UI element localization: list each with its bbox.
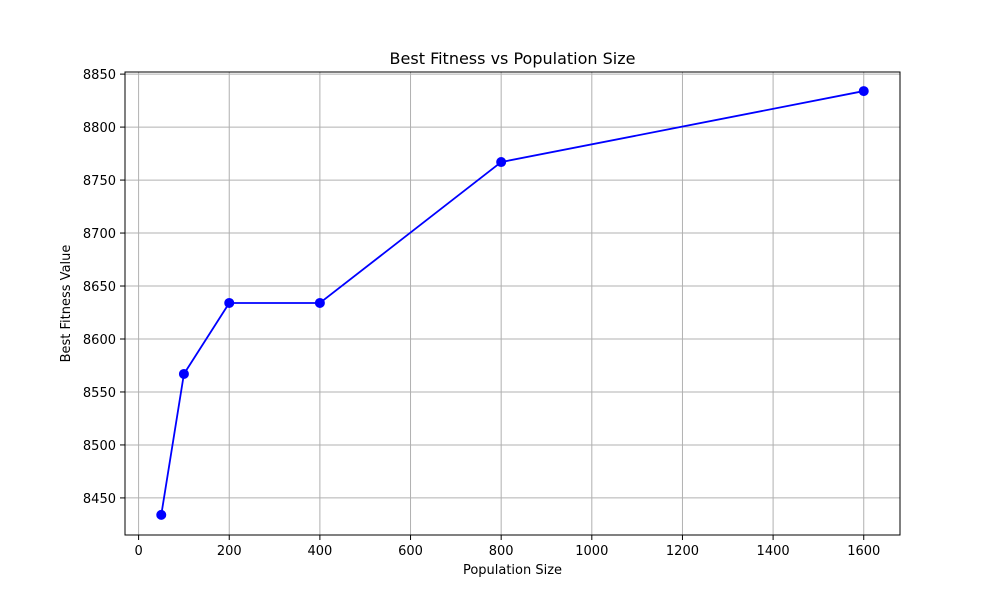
plot-frame: [124, 71, 901, 536]
x-tick-label: 600: [398, 544, 423, 559]
y-tick-label: 8600: [83, 333, 116, 348]
x-axis-label: Population Size: [463, 563, 562, 578]
y-tick-label: 8800: [83, 121, 116, 136]
x-tick-label: 800: [489, 544, 514, 559]
y-tick-label: 8550: [83, 386, 116, 401]
data-point: [178, 368, 189, 379]
y-tick-label: 8700: [83, 227, 116, 242]
y-tick-label: 8750: [83, 174, 116, 189]
x-tick-label: 400: [307, 544, 332, 559]
data-point: [224, 297, 235, 308]
chart-title: Best Fitness vs Population Size: [390, 49, 636, 68]
x-tick-label: 1600: [847, 544, 880, 559]
axis-ticks: 0 200 400 600 800 1000 1200 1400 1600 8450 8500 855…: [83, 68, 880, 559]
data-point: [858, 86, 869, 97]
x-tick-label: 1000: [575, 544, 608, 559]
data-point: [314, 297, 325, 308]
data-point: [496, 157, 507, 168]
x-tick-label: 1200: [666, 544, 699, 559]
x-tick-label: 200: [217, 544, 242, 559]
y-tick-label: 8650: [83, 280, 116, 295]
y-tick-label: 8850: [83, 68, 116, 83]
grid-lines: [125, 72, 900, 535]
y-tick-label: 8450: [83, 492, 116, 507]
series-layer: [156, 86, 869, 520]
y-tick-label: 8500: [83, 439, 116, 454]
y-axis-label: Best Fitness Value: [59, 245, 74, 363]
x-tick-label: 1400: [757, 544, 790, 559]
series-line: [160, 90, 864, 516]
x-tick-label: 0: [134, 544, 142, 559]
data-point: [156, 509, 167, 520]
